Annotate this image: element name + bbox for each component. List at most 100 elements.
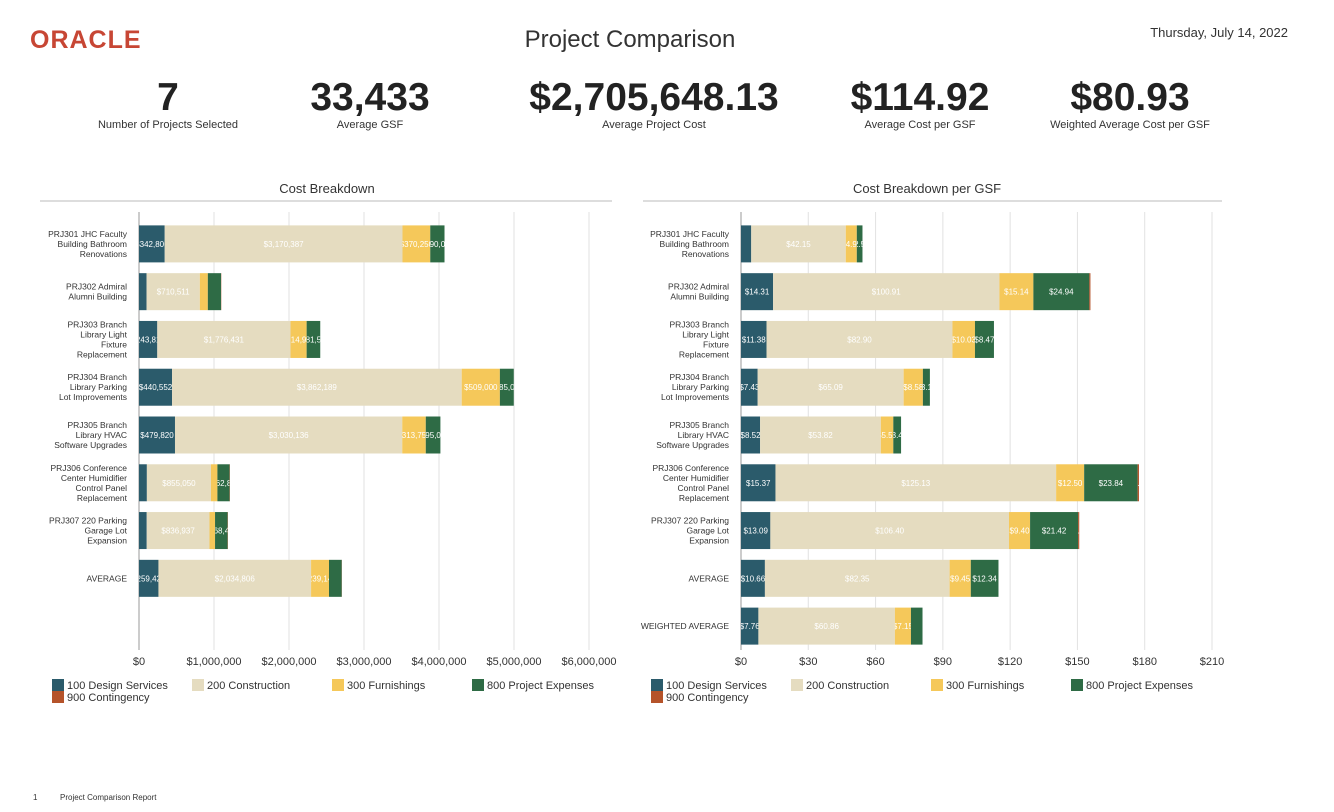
category-label: PRJ305 Branch Library HVAC Software Upgrad… xyxy=(54,420,127,450)
bar-segment xyxy=(741,225,752,263)
bar-segment xyxy=(949,559,971,597)
bar-segment xyxy=(199,273,208,311)
kpi-label: Number of Projects Selected xyxy=(98,119,238,131)
segment-label-clip: $12.34 xyxy=(972,574,997,583)
category-label: PRJ301 JHC Faculty Building Bathroom Renov… xyxy=(650,229,730,259)
bar-segment xyxy=(952,320,975,358)
segment-label-clip: $313,750 xyxy=(397,431,431,440)
category-label: PRJ305 Branch Library HVAC Software Upgrad… xyxy=(656,420,729,450)
data-label: $162,899 xyxy=(207,479,241,488)
x-tick-label: $1,000,000 xyxy=(186,656,241,668)
bar-segment xyxy=(146,273,200,311)
legend-label: 100 Design Services xyxy=(666,680,767,692)
data-label: $3,030,136 xyxy=(269,431,310,440)
bar-segment xyxy=(139,368,173,406)
bar-segment xyxy=(211,464,218,502)
category-label: PRJ307 220 Parking Garage Lot Expansion xyxy=(651,516,730,546)
category-label: AVERAGE xyxy=(87,573,128,583)
data-label: $2,034,806 xyxy=(215,574,256,583)
kpi-value: $114.92 xyxy=(851,76,990,119)
logo: ORACLE xyxy=(30,26,142,54)
segment-label-clip: $3.12 xyxy=(916,383,937,392)
bar-segment xyxy=(766,320,953,358)
segment-label-clip: $185,000 xyxy=(500,383,514,392)
bar-segment xyxy=(139,512,147,550)
data-label: $9.40 xyxy=(1010,527,1031,536)
category-label: PRJ304 Branch Library Parking Lot Improvem… xyxy=(661,372,729,402)
data-label: $243,810 xyxy=(131,335,165,344)
bar-segment xyxy=(910,607,923,645)
data-label: $836,937 xyxy=(161,527,195,536)
bar-segment xyxy=(741,416,761,454)
bar-segment xyxy=(139,320,158,358)
bar-segment xyxy=(974,320,994,358)
segment-label-clip: $7.43 xyxy=(741,383,758,392)
segment-label-clip: $162,899 xyxy=(207,479,241,488)
segment-label-clip: $243,810 xyxy=(131,335,165,344)
legend-label: 300 Furnishings xyxy=(347,680,426,692)
segment-label-clip: $24.94 xyxy=(1049,288,1074,297)
bar-segment xyxy=(741,512,771,550)
x-tick-label: $90 xyxy=(934,656,952,668)
bar-segment xyxy=(207,273,222,311)
kpi-value: $80.93 xyxy=(1070,76,1189,119)
data-label: $3,862,189 xyxy=(297,383,338,392)
data-label: $82.90 xyxy=(847,335,872,344)
data-label: $11.38 xyxy=(742,335,766,344)
bar-segment xyxy=(845,225,857,263)
bar-segment xyxy=(217,464,230,502)
x-tick-label: $4,000,000 xyxy=(411,656,466,668)
category-label: PRJ304 Branch Library Parking Lot Improvem… xyxy=(59,372,127,402)
legend-swatch xyxy=(192,679,204,691)
bar-segment xyxy=(430,225,445,263)
segment-label-clip: $21.42 xyxy=(1042,527,1067,536)
legend-label: 900 Contingency xyxy=(67,692,150,704)
segment-label-clip: $259,425 xyxy=(139,574,158,583)
legend-swatch xyxy=(52,691,64,703)
segment-label-clip: $15.14 xyxy=(1004,288,1029,297)
segment-label-clip: $12.50 xyxy=(1058,479,1083,488)
legend-swatch xyxy=(651,679,663,691)
data-label: $8.47 xyxy=(974,335,995,344)
data-label: $106.40 xyxy=(875,527,904,536)
bar-segment xyxy=(172,368,462,406)
segment-label-clip: $100.91 xyxy=(872,288,901,297)
legend-label: 900 Contingency xyxy=(666,692,749,704)
legend-swatch xyxy=(931,679,943,691)
legend-label: 200 Construction xyxy=(207,680,290,692)
data-label: $82.35 xyxy=(845,574,870,583)
segment-label-clip: $7.76 xyxy=(741,622,758,631)
report-date: Thursday, July 14, 2022 xyxy=(1150,25,1288,40)
bar-segment xyxy=(880,416,894,454)
data-label: $3,170,387 xyxy=(264,240,305,249)
bar-segment xyxy=(903,368,923,406)
data-label: $12.34 xyxy=(972,574,997,583)
data-label: $3.12 xyxy=(916,383,937,392)
segment-label-clip: $836,937 xyxy=(161,527,195,536)
bar-segment xyxy=(402,416,426,454)
segment-label-clip: $15.37 xyxy=(746,479,771,488)
legend-swatch xyxy=(1071,679,1083,691)
data-label: $195,000 xyxy=(416,431,450,440)
bar-segment xyxy=(139,464,147,502)
data-label: $8.52 xyxy=(741,431,762,440)
data-label: $855,050 xyxy=(162,479,196,488)
x-tick-label: $2,000,000 xyxy=(261,656,316,668)
bar-segment xyxy=(329,559,342,597)
data-label: $239,149 xyxy=(303,574,337,583)
kpi-label: Average Cost per GSF xyxy=(864,119,975,131)
bar-segment xyxy=(174,416,403,454)
bar-segment xyxy=(499,368,514,406)
segment-label-clip: $1,776,431 xyxy=(204,335,245,344)
bar-segment xyxy=(290,320,307,358)
bar-segment xyxy=(741,368,758,406)
bar-segment xyxy=(311,559,330,597)
bar-segment xyxy=(402,225,431,263)
segment-label-clip: $710,511 xyxy=(157,288,190,297)
data-label: $1,776,431 xyxy=(204,335,245,344)
data-label: $313,750 xyxy=(397,431,431,440)
x-tick-label: $30 xyxy=(799,656,817,668)
bar-segment xyxy=(764,559,950,597)
x-tick-label: $120 xyxy=(998,656,1022,668)
